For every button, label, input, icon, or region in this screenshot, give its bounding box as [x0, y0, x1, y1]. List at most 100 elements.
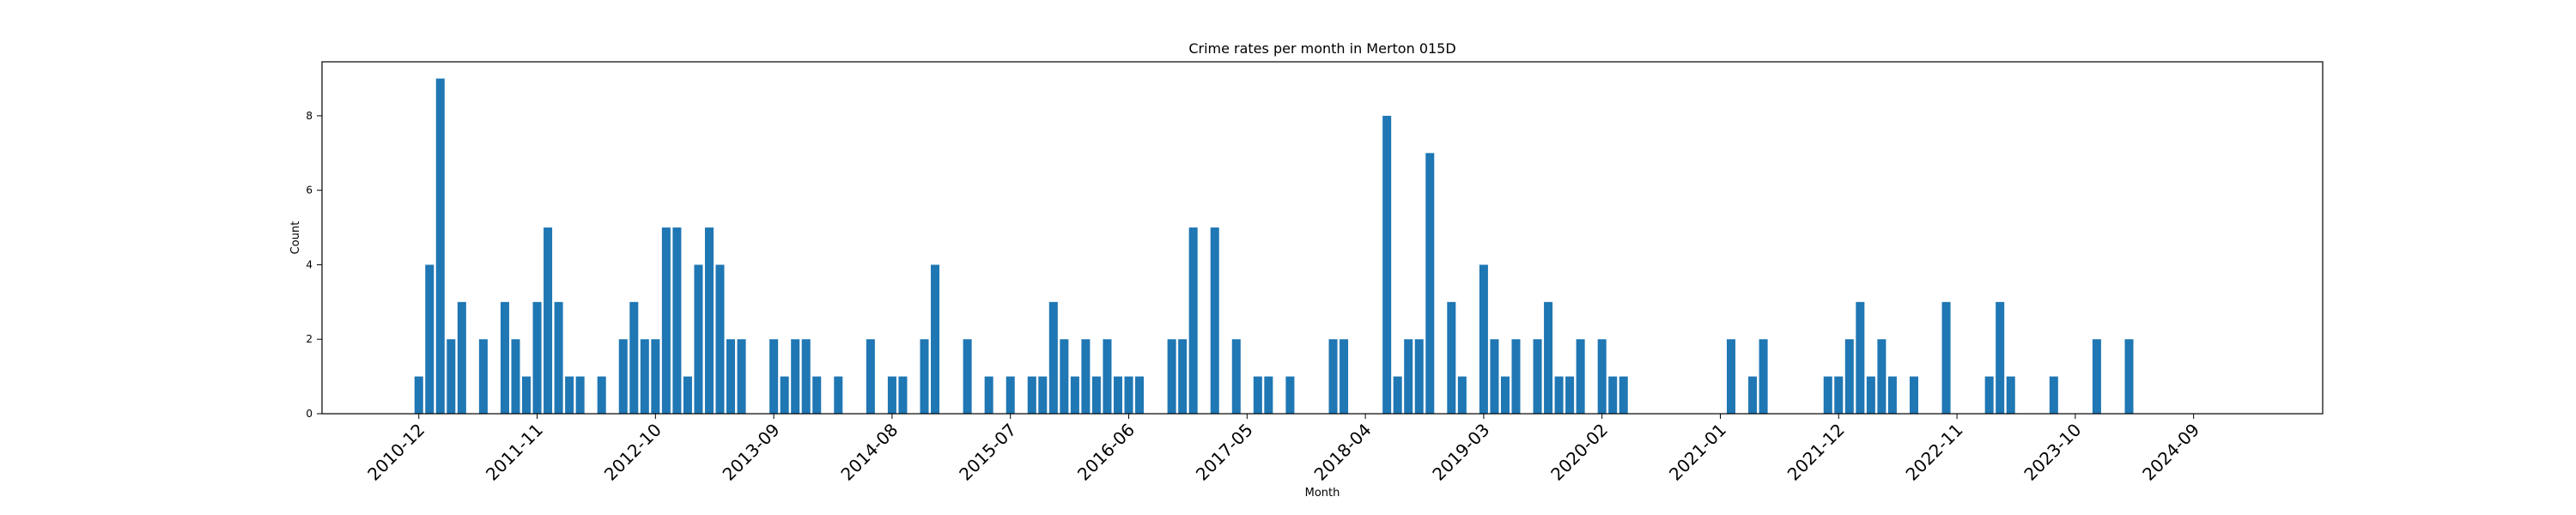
bar-2021-04 — [1748, 376, 1758, 414]
bar-2016-05 — [1113, 376, 1122, 414]
bar-2013-12 — [801, 339, 811, 414]
bar-2014-03 — [834, 376, 843, 414]
bar-2016-12 — [1188, 227, 1198, 414]
bar-2015-10 — [1038, 376, 1048, 414]
bar-2017-02 — [1210, 227, 1219, 414]
bar-2014-09 — [898, 376, 908, 414]
bar-2022-01 — [1844, 339, 1854, 414]
bar-2018-01 — [1328, 339, 1338, 414]
bar-2022-04 — [1877, 339, 1886, 414]
bar-2013-01 — [683, 376, 692, 414]
bar-2023-03 — [1996, 301, 2005, 414]
bar-2024-03 — [2124, 339, 2134, 414]
bar-2018-12 — [1447, 301, 1456, 414]
bar-2011-01 — [425, 264, 434, 414]
bar-2014-01 — [812, 376, 822, 414]
bar-2023-02 — [1984, 376, 1994, 414]
bar-2017-09 — [1285, 376, 1295, 414]
y-tick-label-6: 6 — [306, 185, 313, 197]
bar-2016-10 — [1167, 339, 1176, 414]
bar-2011-06 — [478, 339, 488, 414]
bar-2018-08 — [1404, 339, 1413, 414]
bar-2019-03 — [1479, 264, 1488, 414]
bar-2019-11 — [1565, 376, 1575, 414]
bar-2021-11 — [1823, 376, 1832, 414]
bar-2013-04 — [715, 264, 725, 414]
bar-2011-11 — [532, 301, 542, 414]
bar-2014-12 — [931, 264, 940, 414]
bar-2012-01 — [554, 301, 563, 414]
bar-2013-03 — [704, 227, 714, 414]
bar-2019-09 — [1544, 301, 1553, 414]
bar-2016-11 — [1178, 339, 1188, 414]
bar-2017-04 — [1231, 339, 1241, 414]
plot-frame — [321, 61, 2324, 415]
bar-2014-06 — [866, 339, 875, 414]
bar-2015-12 — [1060, 339, 1069, 414]
bar-2013-09 — [769, 339, 779, 414]
bar-2015-09 — [1027, 376, 1036, 414]
bar-2014-08 — [887, 376, 896, 414]
y-axis-ticks: 0 2 4 6 8 — [306, 110, 322, 420]
bar-2021-12 — [1834, 376, 1844, 414]
bar-2021-05 — [1759, 339, 1768, 414]
bar-2016-01 — [1070, 376, 1079, 414]
bars-group — [414, 78, 2134, 415]
bar-2012-10 — [651, 339, 660, 414]
bar-2021-02 — [1727, 339, 1736, 414]
bar-2012-08 — [629, 301, 639, 414]
y-axis-label: Count — [289, 221, 302, 255]
bar-2012-11 — [661, 227, 671, 414]
bar-2011-03 — [447, 339, 456, 414]
chart-title: Crime rates per month in Merton 015D — [1188, 40, 1455, 57]
bar-2018-02 — [1340, 339, 1349, 414]
x-axis-label: Month — [1305, 487, 1340, 500]
bar-2010-12 — [414, 376, 423, 414]
bar-2018-10 — [1425, 153, 1435, 415]
bar-2013-05 — [726, 339, 736, 414]
bar-2013-02 — [694, 264, 703, 414]
bar-2016-04 — [1103, 339, 1112, 414]
bar-2019-04 — [1490, 339, 1499, 414]
bar-2011-02 — [435, 78, 445, 415]
bar-2011-12 — [544, 227, 553, 414]
bar-2022-10 — [1941, 301, 1951, 414]
bar-2016-06 — [1124, 376, 1133, 414]
bar-2011-09 — [511, 339, 520, 414]
bar-2022-02 — [1856, 301, 1865, 414]
bar-2013-10 — [780, 376, 789, 414]
bar-2012-12 — [672, 227, 682, 414]
bar-2015-07 — [1005, 376, 1015, 414]
bar-2011-04 — [457, 301, 466, 414]
bar-2016-03 — [1091, 376, 1101, 414]
bar-2019-05 — [1500, 376, 1510, 414]
bar-2016-07 — [1135, 376, 1145, 414]
y-tick-label-2: 2 — [306, 333, 313, 345]
bar-2013-06 — [737, 339, 746, 414]
bar-2012-07 — [618, 339, 628, 414]
bar-2011-10 — [522, 376, 532, 414]
bar-2023-12 — [2092, 339, 2101, 414]
bar-2012-03 — [575, 376, 585, 414]
bar-2020-02 — [1597, 339, 1607, 414]
bar-2019-06 — [1511, 339, 1521, 414]
bar-2016-02 — [1081, 339, 1091, 414]
bar-2019-01 — [1457, 376, 1467, 414]
bar-2023-04 — [2006, 376, 2015, 414]
bar-2019-12 — [1576, 339, 1585, 414]
bar-2019-10 — [1554, 376, 1564, 414]
bar-2018-07 — [1393, 376, 1402, 414]
bar-2013-11 — [791, 339, 800, 414]
bar-2017-07 — [1264, 376, 1273, 414]
y-tick-label-8: 8 — [306, 110, 313, 122]
bar-2023-08 — [2049, 376, 2058, 414]
y-tick-label-4: 4 — [306, 258, 313, 270]
bar-2022-05 — [1887, 376, 1897, 414]
bar-2020-04 — [1619, 376, 1628, 414]
bar-2014-11 — [920, 339, 929, 414]
bar-2015-11 — [1048, 301, 1058, 414]
bar-2018-06 — [1382, 115, 1392, 414]
bar-2018-09 — [1414, 339, 1424, 414]
